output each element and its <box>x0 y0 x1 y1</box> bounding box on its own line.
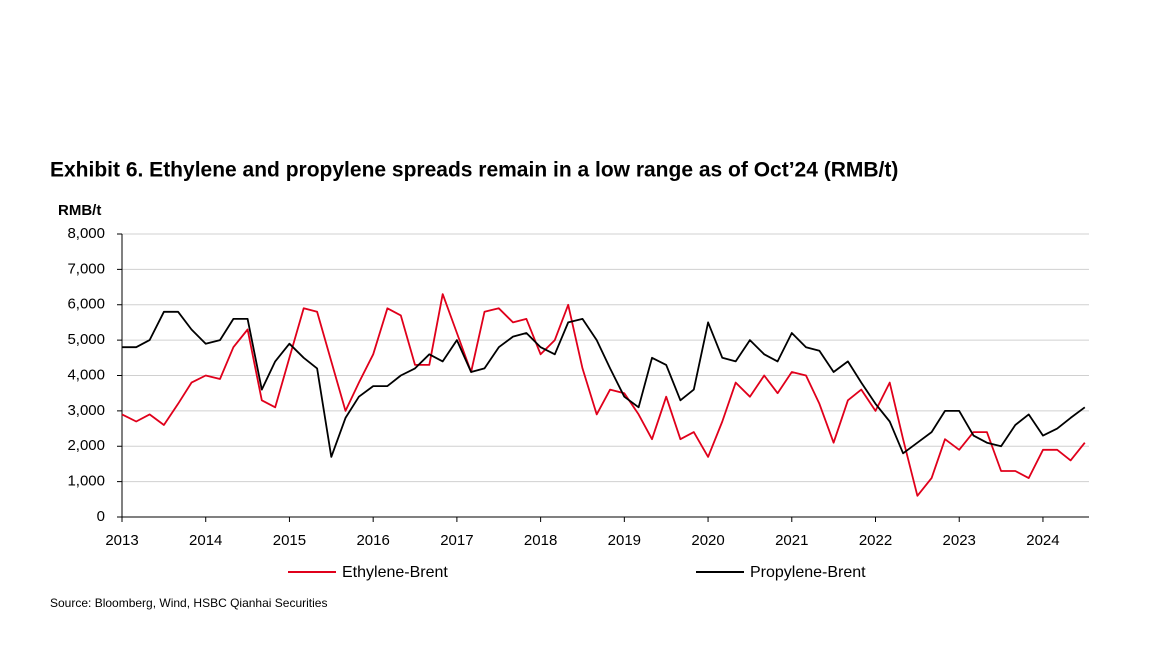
y-tick-label: 3,000 <box>67 402 105 419</box>
y-tick-label: 4,000 <box>67 366 105 383</box>
x-tick-label: 2016 <box>356 532 389 549</box>
series-line <box>121 293 1086 497</box>
y-tick-label: 1,000 <box>67 473 105 490</box>
x-tick-label: 2014 <box>189 532 222 549</box>
x-tick-label: 2018 <box>524 532 557 549</box>
y-tick-label: 5,000 <box>67 331 105 348</box>
x-tick-label: 2024 <box>1026 532 1059 549</box>
y-tick-label: 8,000 <box>67 225 105 242</box>
y-tick-label: 2,000 <box>67 437 105 454</box>
x-tick-label: 2013 <box>105 532 138 549</box>
x-tick-label: 2015 <box>273 532 306 549</box>
series-line <box>122 310 1086 458</box>
y-tick-label: 0 <box>97 508 105 525</box>
legend-label: Propylene-Brent <box>750 564 866 581</box>
x-tick-label: 2021 <box>775 532 808 549</box>
x-tick-label: 2023 <box>943 532 976 549</box>
x-tick-label: 2017 <box>440 532 473 549</box>
y-tick-label: 7,000 <box>67 260 105 277</box>
source: Source: Bloomberg, Wind, HSBC Qianhai Se… <box>50 596 327 610</box>
y-axis-label: RMB/t <box>58 202 101 219</box>
y-tick-label: 6,000 <box>67 296 105 313</box>
chart-title: Exhibit 6. Ethylene and propylene spread… <box>50 159 898 182</box>
legend-label: Ethylene-Brent <box>342 564 448 581</box>
x-tick-label: 2020 <box>691 532 724 549</box>
x-tick-label: 2022 <box>859 532 892 549</box>
x-tick-label: 2019 <box>608 532 641 549</box>
